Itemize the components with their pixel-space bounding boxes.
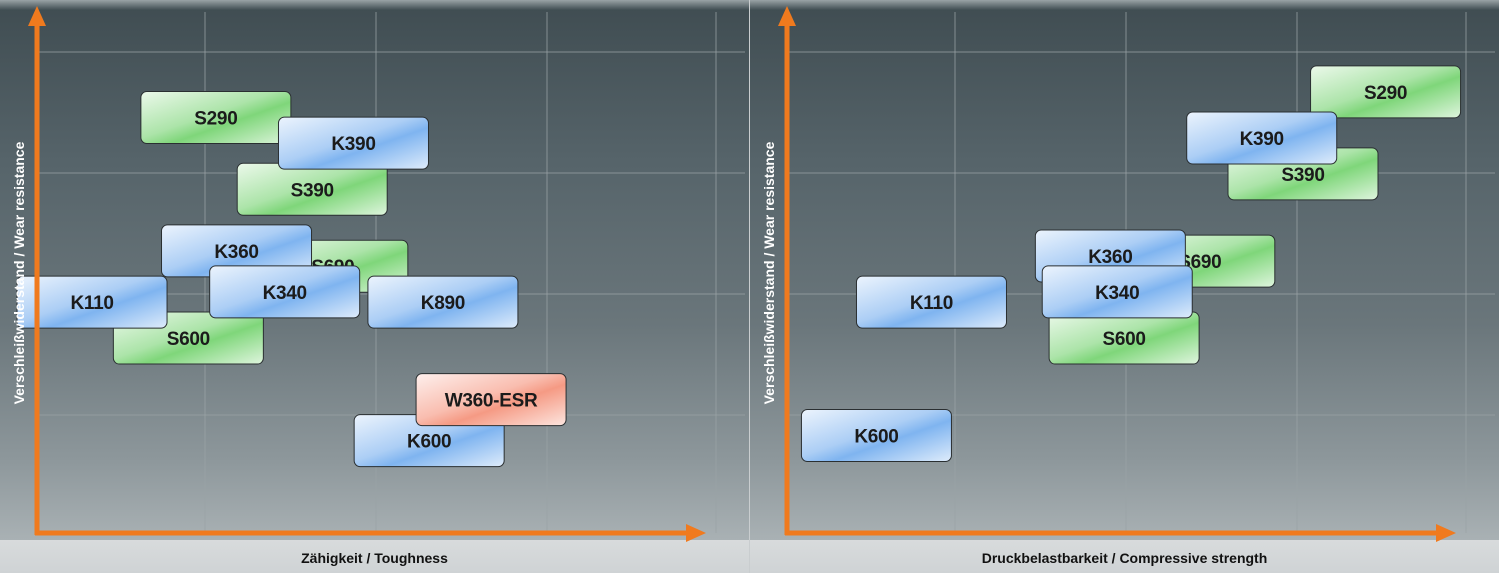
steel-grade-box-s290: S290: [140, 90, 292, 144]
steel-grade-box-s290: S290: [1310, 65, 1462, 119]
steel-grade-box-s390: S390: [236, 162, 388, 216]
x-axis-arrowhead: [1436, 524, 1456, 542]
data-point-box: [855, 275, 1007, 329]
data-label: K390: [331, 134, 375, 155]
data-label: K110: [70, 293, 113, 314]
data-label: S290: [194, 108, 237, 129]
data-point-box: [277, 116, 429, 170]
data-label: K890: [421, 293, 465, 314]
steel-grade-box-k890: K890: [367, 275, 519, 329]
data-label: K600: [854, 427, 898, 448]
data-point-box: [1186, 111, 1338, 165]
steel-grade-box-k340: K340: [209, 265, 361, 319]
steel-grade-box-k110: K110: [855, 275, 1007, 329]
y-axis-arrowhead: [28, 6, 46, 26]
wear-vs-toughness-chart: S290S390S690S600K390K360K340K110K890K600…: [16, 6, 745, 542]
steel-grade-box-k390: K390: [277, 116, 429, 170]
data-label: K390: [1240, 129, 1284, 150]
left-chart-panel: S290S390S690S600K390K360K340K110K890K600…: [0, 0, 749, 573]
steel-grade-box-k390: K390: [1186, 111, 1338, 165]
y-axis-label: Verschleißwiderstand / Wear resistance: [11, 141, 27, 405]
steel-grade-box-w360-esr: W360-ESR: [415, 373, 567, 427]
data-label: K340: [263, 283, 307, 304]
top-band: [0, 0, 749, 10]
steel-grade-box-k600: K600: [800, 409, 952, 463]
data-point-box: [367, 275, 519, 329]
data-point-box: [800, 409, 952, 463]
steel-grade-box-k110: K110: [16, 275, 168, 329]
steel-grade-box-k340: K340: [1041, 265, 1193, 319]
right-chart-panel: S290 S390 S690 S600 K390 K360 K340 K110 K600 Dru…: [750, 0, 1499, 573]
x-axis-label-band: [0, 540, 749, 573]
data-label: S390: [291, 180, 334, 201]
data-label: K110: [910, 293, 953, 314]
data-label: S600: [167, 329, 210, 350]
data-point-box: [16, 275, 168, 329]
y-axis-label: Verschleißwiderstand / Wear resistance: [761, 141, 777, 405]
data-label: S290: [1364, 83, 1407, 104]
x-axis-label: Druckbelastbarkeit / Compressive strengt…: [981, 550, 1268, 566]
data-point-box: [1041, 265, 1193, 319]
x-axis-arrowhead: [686, 524, 706, 542]
data-point-box: [1310, 65, 1462, 119]
y-axis-arrowhead: [778, 6, 796, 26]
data-label: K360: [214, 242, 258, 263]
axes: [28, 6, 706, 542]
axes: [778, 6, 1456, 542]
steel-grade-box-s600: S600: [1048, 311, 1200, 365]
x-axis-label-band: [750, 540, 1499, 573]
data-label: S600: [1103, 329, 1146, 350]
steel-grade-box-k600: K600: [353, 414, 505, 468]
data-label: K340: [1095, 283, 1139, 304]
data-point-box: [415, 373, 567, 427]
x-axis-label: Zähigkeit / Toughness: [301, 550, 448, 566]
data-label: K360: [1088, 247, 1132, 268]
data-label: S390: [1281, 165, 1324, 186]
data-label: K600: [407, 432, 451, 453]
data-point-box: [209, 265, 361, 319]
steel-grade-box-k360: K360: [161, 224, 313, 278]
top-band: [750, 0, 1499, 10]
data-label: W360-ESR: [445, 391, 538, 412]
